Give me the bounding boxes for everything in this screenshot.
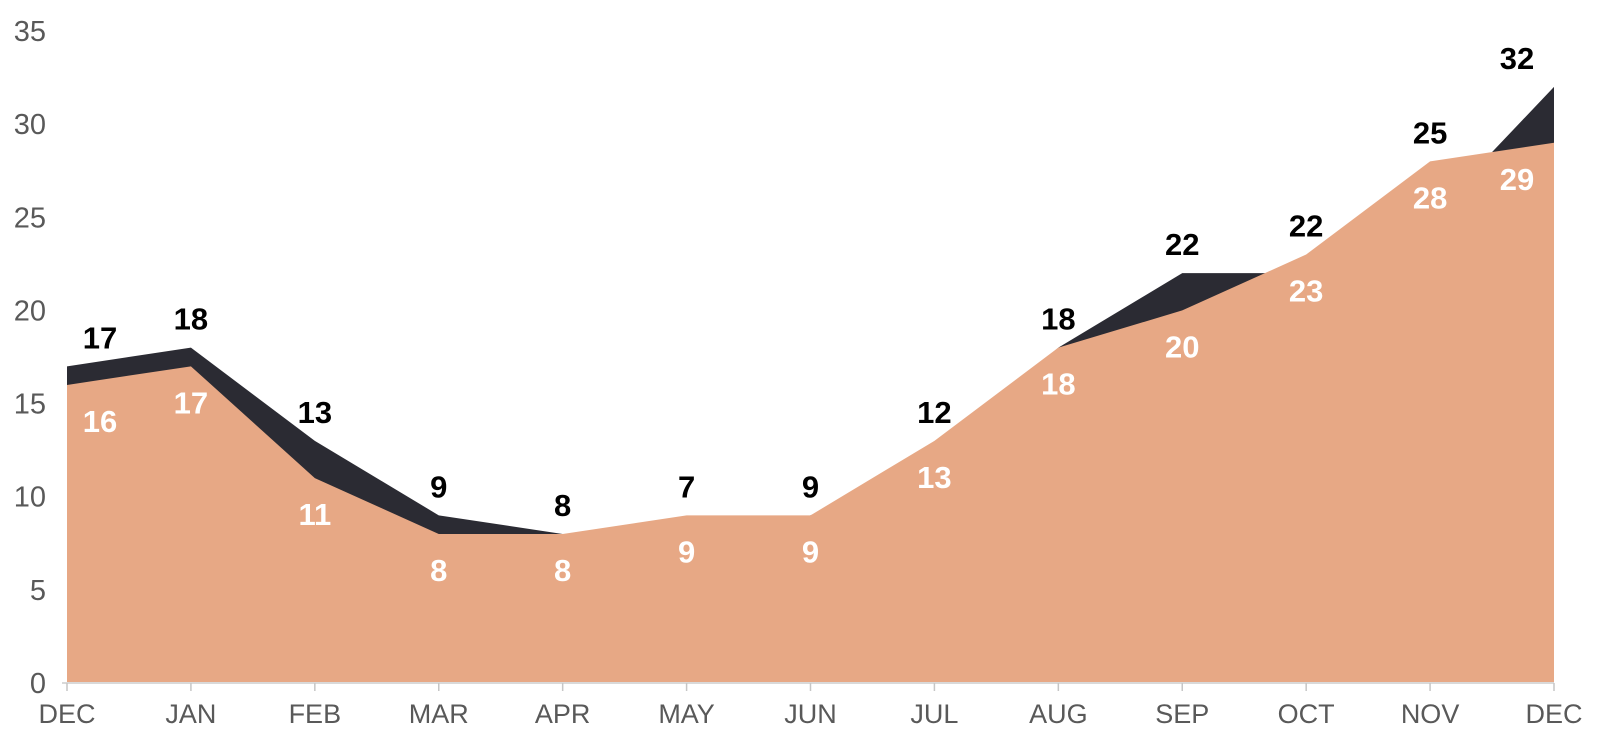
data-label-current-period-feb-2: 11 xyxy=(298,497,331,532)
data-label-previous-period-dec-12: 32 xyxy=(1500,41,1534,76)
data-label-current-period-may-5: 9 xyxy=(678,534,695,569)
y-axis-label-15: 15 xyxy=(14,389,46,421)
x-axis-label-dec-12: DEC xyxy=(1525,699,1582,729)
x-axis-label-jan-1: JAN xyxy=(165,699,216,729)
x-axis-label-aug-8: AUG xyxy=(1029,699,1088,729)
x-axis-label-apr-4: APR xyxy=(535,699,591,729)
y-axis-label-20: 20 xyxy=(14,295,46,327)
x-axis-label-mar-3: MAR xyxy=(409,699,469,729)
data-label-current-period-apr-4: 8 xyxy=(554,553,571,588)
data-label-previous-period-jan-1: 18 xyxy=(174,302,208,337)
x-axis-label-feb-2: FEB xyxy=(289,699,342,729)
data-label-current-period-aug-8: 18 xyxy=(1041,367,1075,402)
data-label-previous-period-oct-10: 22 xyxy=(1289,209,1323,244)
data-label-previous-period-nov-11: 25 xyxy=(1413,115,1447,150)
y-axis-label-5: 5 xyxy=(30,575,46,607)
x-axis-label-jun-6: JUN xyxy=(784,699,837,729)
x-axis-label-jul-7: JUL xyxy=(910,699,958,729)
x-axis-label-may-5: MAY xyxy=(658,699,715,729)
area-series-current-period xyxy=(67,142,1554,683)
data-label-current-period-sep-9: 20 xyxy=(1165,329,1199,364)
data-label-current-period-jul-7: 13 xyxy=(917,460,951,495)
data-label-previous-period-jul-7: 12 xyxy=(917,395,951,430)
x-axis-label-dec-0: DEC xyxy=(38,699,95,729)
data-label-previous-period-sep-9: 22 xyxy=(1165,227,1199,262)
data-label-current-period-jan-1: 17 xyxy=(174,385,208,420)
data-label-previous-period-dec-0: 17 xyxy=(83,320,117,355)
y-axis-label-25: 25 xyxy=(14,202,46,234)
y-axis-label-35: 35 xyxy=(14,16,46,48)
data-label-current-period-nov-11: 28 xyxy=(1413,180,1447,215)
y-axis-label-10: 10 xyxy=(14,482,46,514)
data-label-previous-period-aug-8: 18 xyxy=(1041,302,1075,337)
data-label-previous-period-may-5: 7 xyxy=(678,469,695,504)
data-label-current-period-mar-3: 8 xyxy=(430,553,447,588)
x-axis-label-sep-9: SEP xyxy=(1155,699,1209,729)
y-axis-label-0: 0 xyxy=(30,668,46,700)
data-label-current-period-dec-12: 29 xyxy=(1500,162,1534,197)
data-label-previous-period-apr-4: 8 xyxy=(554,488,571,523)
y-axis-label-30: 30 xyxy=(14,109,46,141)
data-label-current-period-jun-6: 9 xyxy=(802,534,819,569)
data-label-previous-period-feb-2: 13 xyxy=(298,395,332,430)
data-label-previous-period-mar-3: 9 xyxy=(430,469,447,504)
data-label-current-period-oct-10: 23 xyxy=(1289,274,1323,309)
x-axis-label-nov-11: NOV xyxy=(1401,699,1460,729)
x-axis-label-oct-10: OCT xyxy=(1278,699,1335,729)
data-label-previous-period-jun-6: 9 xyxy=(802,469,819,504)
data-label-current-period-dec-0: 16 xyxy=(83,404,117,439)
